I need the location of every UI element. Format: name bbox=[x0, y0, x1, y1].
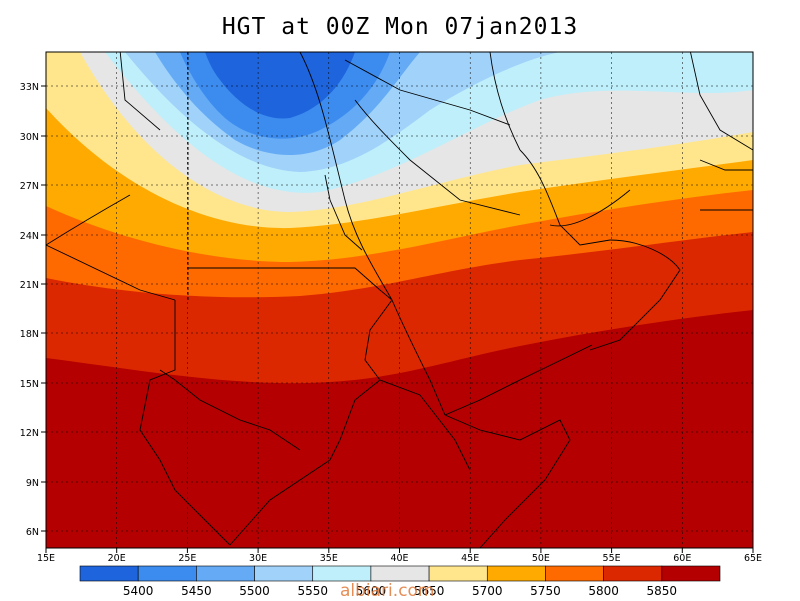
colorbar-swatch bbox=[254, 565, 314, 582]
lat-label: 24N bbox=[20, 231, 39, 242]
lon-label: 55E bbox=[603, 553, 621, 564]
colorbar-swatch bbox=[428, 565, 488, 582]
lon-label: 25E bbox=[178, 553, 196, 564]
colorbar-label: 5700 bbox=[472, 584, 503, 598]
colorbar-label: 5450 bbox=[181, 584, 212, 598]
lat-label: 12N bbox=[20, 428, 39, 439]
lat-label: 18N bbox=[20, 329, 39, 340]
lon-label: 65E bbox=[744, 553, 762, 564]
colorbar-swatch bbox=[603, 565, 663, 582]
colorbar-label: 5550 bbox=[297, 584, 328, 598]
colorbar-label: 5500 bbox=[239, 584, 270, 598]
lon-label: 45E bbox=[461, 553, 479, 564]
colorbar-swatch bbox=[661, 565, 721, 582]
band-5400 bbox=[205, 52, 355, 119]
colorbar-label: 5400 bbox=[123, 584, 154, 598]
lon-label: 20E bbox=[108, 553, 126, 564]
lat-label: 21N bbox=[20, 280, 39, 291]
colorbar-label: 5850 bbox=[647, 584, 678, 598]
lon-label: 35E bbox=[320, 553, 338, 564]
colorbar-label: 5650 bbox=[414, 584, 445, 598]
lat-label: 30N bbox=[20, 132, 39, 143]
lon-label: 60E bbox=[673, 553, 691, 564]
lat-label: 6N bbox=[26, 527, 39, 538]
colorbar: 5400 5450 5500 5550 5600 5650 5700 5750 5800 5850 bbox=[79, 565, 721, 598]
colorbar-label: 5800 bbox=[588, 584, 619, 598]
colorbar-swatch bbox=[196, 565, 255, 582]
watermark: albiari.com bbox=[340, 581, 435, 601]
country-borders bbox=[46, 52, 753, 548]
colorbar-swatch bbox=[486, 565, 546, 582]
lat-label: 15N bbox=[20, 379, 39, 390]
lat-label: 27N bbox=[20, 181, 39, 192]
axis-ticks bbox=[41, 85, 754, 553]
lon-label: 50E bbox=[532, 553, 550, 564]
contour-fields bbox=[46, 52, 753, 548]
colorbar-swatch bbox=[545, 565, 604, 582]
colorbar-swatch bbox=[370, 565, 430, 582]
lon-label: 15E bbox=[37, 553, 55, 564]
lat-label: 33N bbox=[20, 82, 39, 93]
colorbar-label: 5600 bbox=[356, 584, 387, 598]
map-title: HGT at 00Z Mon 07jan2013 bbox=[221, 14, 579, 40]
colorbar-label: 5750 bbox=[530, 584, 561, 598]
lon-label: 30E bbox=[249, 553, 267, 564]
lat-labels: 33N 30N 27N 24N 21N 18N 15N 12N 9N 6N bbox=[20, 82, 39, 538]
colorbar-swatch bbox=[79, 565, 139, 582]
colorbar-swatch bbox=[137, 565, 197, 582]
lat-label: 9N bbox=[26, 478, 39, 489]
lon-labels: 15E 20E 25E 30E 35E 40E 45E 50E 55E 60E … bbox=[37, 553, 762, 564]
colorbar-swatch bbox=[312, 565, 372, 582]
lon-label: 40E bbox=[390, 553, 408, 564]
